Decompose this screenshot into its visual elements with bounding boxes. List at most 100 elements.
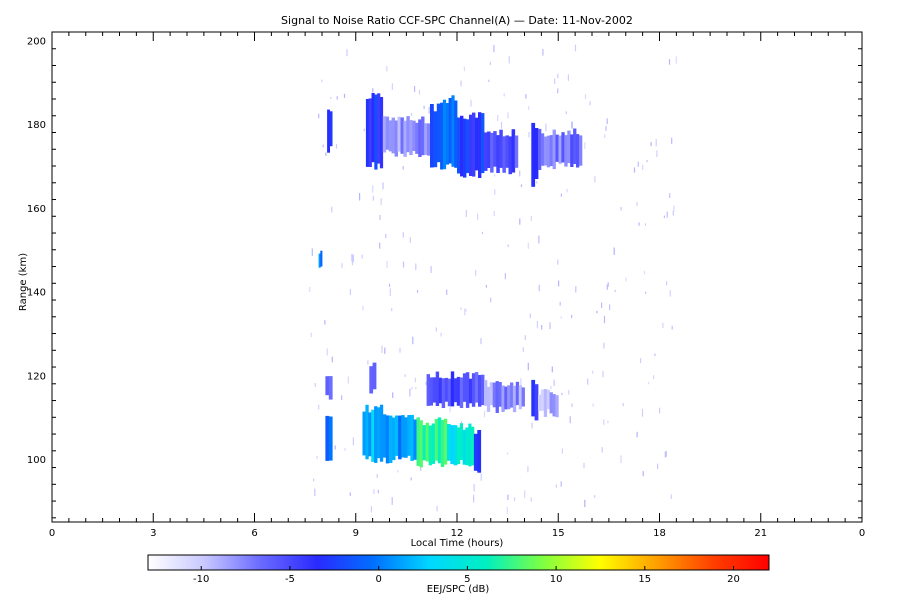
speckle-cell bbox=[675, 56, 677, 64]
speckle-cell bbox=[507, 452, 509, 455]
speckle-cell bbox=[463, 66, 465, 72]
speckle-cell bbox=[637, 161, 639, 167]
speckle-cell bbox=[331, 356, 333, 363]
speckle-cell bbox=[665, 451, 667, 457]
speckle-cell bbox=[379, 242, 381, 249]
heatmap-cell bbox=[440, 420, 445, 467]
heatmap-cell bbox=[531, 379, 536, 417]
speckle-cell bbox=[416, 290, 419, 293]
heatmap-cell bbox=[549, 392, 553, 414]
heatmap-cell bbox=[468, 423, 472, 467]
speckle-cell bbox=[425, 381, 427, 386]
speckle-cell bbox=[386, 66, 388, 72]
colorbar-tick-label: 10 bbox=[550, 574, 563, 585]
heatmap-cell bbox=[379, 97, 384, 169]
heatmap-cell bbox=[549, 135, 553, 167]
heatmap-cell bbox=[546, 135, 551, 168]
speckle-cell bbox=[412, 336, 414, 345]
speckle-cell bbox=[423, 105, 425, 109]
speckle-cell bbox=[318, 113, 320, 119]
colorbar-gradient bbox=[147, 554, 770, 571]
speckle-cell bbox=[397, 469, 399, 473]
heatmap-cell bbox=[475, 117, 479, 171]
heatmap-cell bbox=[431, 423, 436, 464]
heatmap-cell bbox=[515, 381, 520, 406]
heatmap-cell bbox=[471, 373, 476, 407]
speckle-cell bbox=[538, 284, 540, 292]
speckle-cell bbox=[318, 404, 320, 410]
speckle-cell bbox=[613, 247, 615, 255]
speckle-cell bbox=[382, 182, 384, 190]
plot-area: 0 3 6 9 12 15 18 21 0 100 120 140 160 180 200 bbox=[27, 31, 865, 539]
speckle-cell bbox=[420, 466, 422, 471]
speckle-cell bbox=[477, 213, 479, 220]
x-tick-label: 15 bbox=[552, 528, 565, 539]
speckle-cell bbox=[334, 445, 336, 450]
speckle-cell bbox=[584, 142, 586, 149]
speckle-cell bbox=[341, 263, 343, 268]
speckle-cell bbox=[415, 387, 417, 390]
speckle-cell bbox=[642, 471, 644, 477]
speckle-cell bbox=[494, 174, 496, 177]
heatmap-cell bbox=[328, 416, 333, 461]
speckle-cell bbox=[642, 164, 644, 170]
heatmap-cell bbox=[573, 128, 577, 164]
heatmap-cell bbox=[394, 120, 398, 157]
speckle-cell bbox=[520, 184, 523, 187]
heatmap-cell bbox=[441, 378, 446, 408]
heatmap-cell bbox=[430, 104, 434, 168]
speckle-cell bbox=[321, 79, 323, 83]
heatmap-cell bbox=[478, 112, 482, 178]
heatmap-cell bbox=[395, 415, 399, 456]
heatmap-cell bbox=[567, 130, 571, 164]
speckle-cell bbox=[376, 474, 378, 478]
heatmap-cell bbox=[531, 122, 536, 187]
heatmap-cell bbox=[454, 100, 458, 168]
speckle-cell bbox=[352, 437, 354, 446]
speckle-cell bbox=[349, 492, 351, 496]
heatmap-cell bbox=[385, 415, 390, 464]
y-tick-label: 100 bbox=[27, 455, 46, 466]
speckle-cell bbox=[657, 463, 659, 469]
heatmap-cell bbox=[484, 380, 488, 406]
heatmap-cell bbox=[453, 378, 458, 403]
speckle-cell bbox=[404, 374, 406, 377]
speckle-cell bbox=[372, 195, 374, 201]
speckle-cell bbox=[480, 338, 482, 345]
speckle-cell bbox=[557, 259, 559, 265]
speckle-cell bbox=[309, 287, 311, 292]
speckle-cell bbox=[666, 211, 668, 218]
speckle-cell bbox=[435, 327, 437, 332]
speckle-cell bbox=[636, 202, 638, 207]
speckle-cell bbox=[524, 490, 526, 498]
speckle-cell bbox=[550, 386, 552, 389]
speckle-cell bbox=[373, 489, 375, 494]
heatmap-cell bbox=[434, 418, 439, 461]
y-tick-label: 160 bbox=[27, 204, 46, 215]
heatmap-cell bbox=[469, 114, 473, 176]
speckle-cell bbox=[520, 378, 522, 386]
heatmap-cell bbox=[379, 404, 384, 462]
speckle-cell bbox=[352, 254, 354, 263]
heatmap-cell bbox=[415, 122, 419, 154]
heatmap-cell bbox=[468, 378, 473, 404]
heatmap-cell bbox=[465, 372, 470, 408]
speckle-cell bbox=[583, 462, 585, 469]
speckle-cell bbox=[519, 218, 521, 225]
speckle-cell bbox=[418, 89, 421, 95]
heatmap-cell bbox=[473, 433, 478, 471]
speckle-cell bbox=[506, 506, 508, 514]
heatmap-cell bbox=[504, 386, 508, 410]
speckle-cell bbox=[601, 447, 603, 453]
heatmap-cell bbox=[392, 417, 396, 461]
speckle-cell bbox=[464, 308, 466, 316]
heatmap-cell bbox=[474, 372, 479, 403]
heatmap-cell bbox=[514, 135, 519, 168]
speckle-cell bbox=[391, 308, 393, 312]
x-tick-label: 0 bbox=[49, 528, 55, 539]
heatmap-cell bbox=[540, 389, 545, 411]
speckle-cell bbox=[662, 322, 664, 329]
heatmap-cell bbox=[478, 375, 482, 407]
heatmap-cell bbox=[372, 362, 377, 390]
speckle-cell bbox=[410, 113, 413, 116]
